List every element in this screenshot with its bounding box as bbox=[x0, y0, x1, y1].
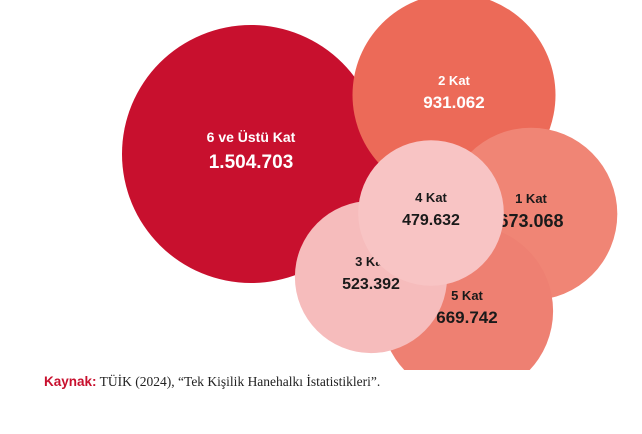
source-prefix: Kaynak: bbox=[44, 374, 97, 389]
bubble-category-label: 6 ve Üstü Kat bbox=[207, 129, 296, 145]
bubble-value-label: 669.742 bbox=[436, 308, 497, 327]
bubble-5 bbox=[358, 140, 504, 286]
bubble-value-label: 479.632 bbox=[402, 212, 460, 229]
bubble-category-label: 1 Kat bbox=[515, 191, 547, 206]
bubble-category-label: 4 Kat bbox=[415, 190, 447, 205]
bubble-value-label: 523.392 bbox=[342, 276, 400, 293]
bubble-value-label: 673.068 bbox=[498, 211, 563, 231]
bubble-chart: 6 ve Üstü Kat 1.504.703 2 Kat 931.062 1 Kat 6… bbox=[122, 0, 618, 370]
source-text: TÜİK (2024), “Tek Kişilik Hanehalkı İsta… bbox=[96, 374, 381, 389]
bubble-value-label: 1.504.703 bbox=[209, 152, 294, 173]
bubble-category-label: 5 Kat bbox=[451, 288, 483, 303]
source-note: Kaynak: TÜİK (2024), “Tek Kişilik Haneha… bbox=[44, 374, 380, 390]
bubble-category-label: 2 Kat bbox=[438, 73, 470, 88]
bubble-value-label: 931.062 bbox=[423, 93, 484, 112]
bubble-0 bbox=[122, 25, 380, 283]
